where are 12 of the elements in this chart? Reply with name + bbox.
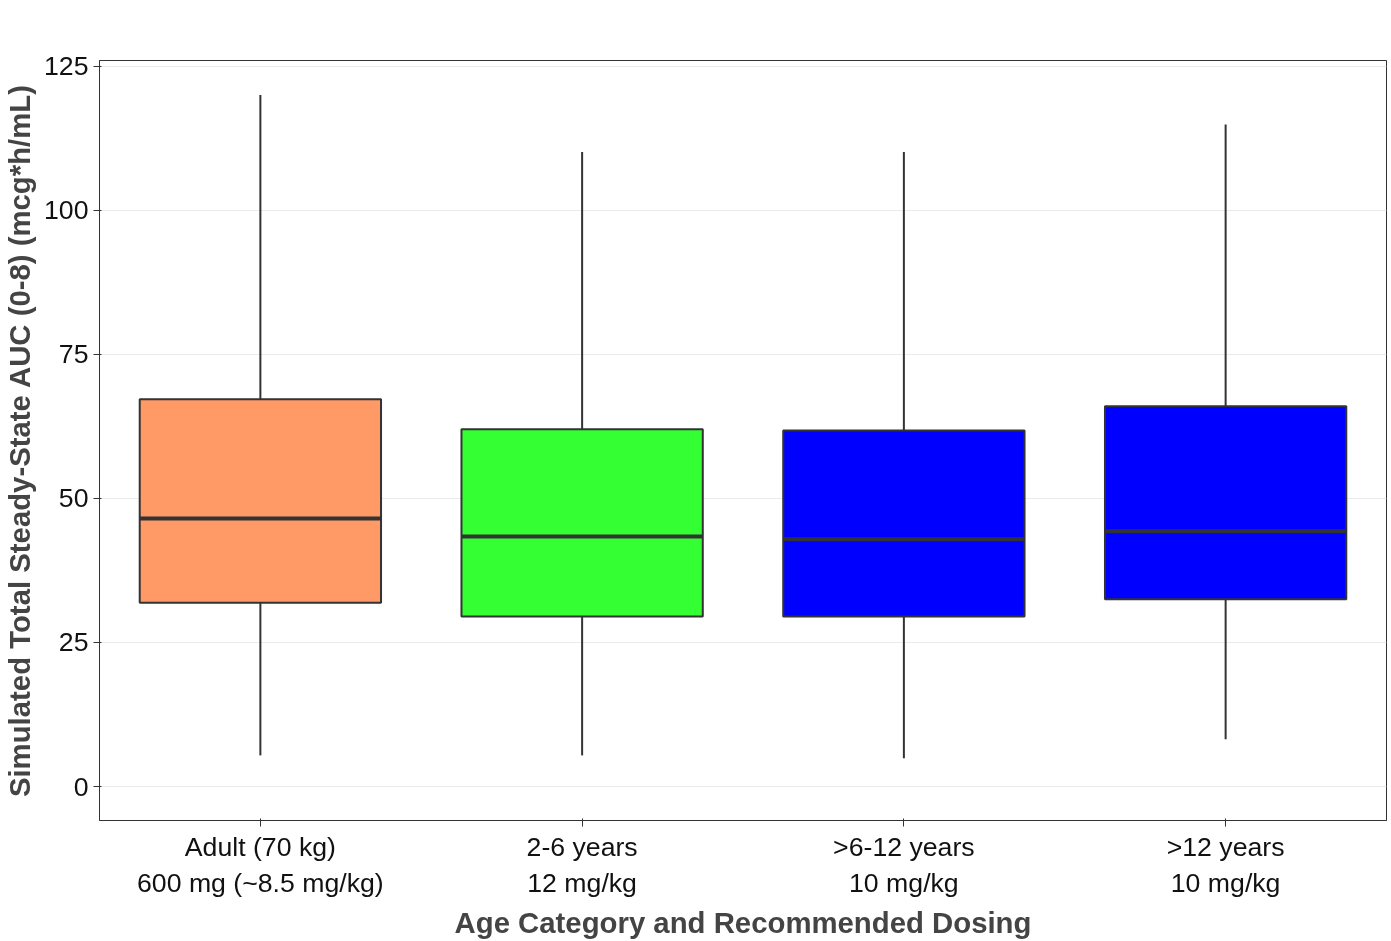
y-tick-label: 125 bbox=[44, 51, 89, 82]
y-tick-label: 100 bbox=[44, 195, 89, 226]
y-tick-label: 75 bbox=[58, 339, 89, 370]
x-axis-title: Age Category and Recommended Dosing bbox=[454, 905, 1032, 939]
x-tick-label: 2-6 years 12 mg/kg bbox=[526, 831, 638, 898]
y-axis-title: Simulated Total Steady-State AUC (0-8) (mcg*h/mL) bbox=[3, 84, 37, 798]
x-tick-label: Adult (70 kg) 600 mg (~8.5 mg/kg) bbox=[137, 831, 384, 898]
y-tick-label: 25 bbox=[58, 627, 89, 658]
x-tick-label: >12 years 10 mg/kg bbox=[1166, 831, 1285, 898]
y-tick-label: 50 bbox=[58, 483, 89, 514]
x-tick-label: >6-12 years 10 mg/kg bbox=[833, 831, 975, 898]
y-tick-label: 0 bbox=[73, 771, 89, 802]
